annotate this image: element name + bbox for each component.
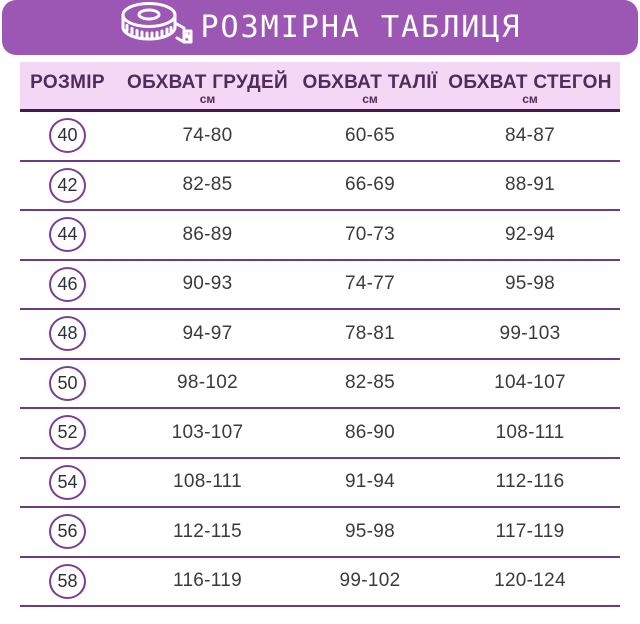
column-header: ОБХВАТ ТАЛІЇ см	[300, 62, 440, 109]
size-cell: 44	[20, 217, 115, 253]
hips-value: 95-98	[504, 273, 556, 295]
size-badge: 58	[49, 563, 86, 599]
chest-value: 108-111	[172, 471, 242, 493]
chest-value: 82-85	[182, 174, 233, 196]
chest-value: 98-102	[177, 372, 238, 394]
size-badge: 46	[49, 266, 86, 302]
size-table-header: РОЗМІР ОБХВАТ ГРУДЕЙ см ОБХВАТ ТАЛІЇ см ОБХВА…	[20, 62, 620, 112]
waist-value: 86-90	[344, 421, 396, 443]
size-cell: 48	[20, 316, 115, 352]
size-badge: 54	[49, 464, 86, 500]
table-row: 46 90-93 74-77 95-98	[20, 260, 620, 310]
table-row: 56 112-115 95-98 117-119	[20, 508, 620, 558]
table-row: 58 116-119 99-102 120-124	[20, 557, 620, 607]
table-row: 54 108-111 91-94 112-116	[20, 458, 620, 508]
size-cell: 42	[20, 167, 115, 203]
size-cell: 54	[20, 464, 115, 500]
waist-value: 95-98	[344, 520, 396, 542]
size-badge: 44	[49, 217, 86, 253]
page-title: РОЗМІРНА ТАБЛИЦЯ	[200, 10, 522, 45]
hips-value: 117-119	[495, 520, 565, 542]
table-row: 44 86-89 70-73 92-94	[20, 211, 620, 261]
table-row: 48 94-97 78-81 99-103	[20, 310, 620, 360]
chest-value: 86-89	[182, 223, 233, 245]
hips-value: 112-116	[495, 471, 565, 493]
column-header: ОБХВАТ ГРУДЕЙ см	[115, 62, 300, 109]
hips-value: 88-91	[504, 174, 556, 196]
column-header-label: ОБХВАТ ТАЛІЇ	[302, 72, 438, 93]
waist-value: 60-65	[344, 124, 396, 146]
chest-value: 103-107	[171, 421, 244, 443]
size-badge: 56	[49, 514, 86, 550]
table-row: 50 98-102 82-85 104-107	[20, 359, 620, 409]
size-cell: 56	[20, 514, 115, 550]
size-badge: 42	[49, 167, 86, 203]
hips-value: 99-103	[499, 322, 561, 344]
hips-value: 104-107	[494, 372, 566, 394]
table-row: 42 82-85 66-69 88-91	[20, 161, 620, 211]
hips-value: 120-124	[494, 570, 566, 592]
waist-value: 66-69	[344, 174, 396, 196]
size-badge: 40	[49, 118, 86, 154]
size-cell: 40	[20, 118, 115, 154]
chest-value: 94-97	[182, 322, 233, 344]
size-cell: 52	[20, 415, 115, 451]
chest-value: 116-119	[172, 570, 242, 592]
size-chart-banner: РОЗМІРНА ТАБЛИЦЯ	[2, 0, 638, 55]
table-row: 40 74-80 60-65 84-87	[20, 112, 620, 162]
size-table-body: 40 74-80 60-65 84-87 42 82-85 66-69 88-91 44 86-8…	[20, 112, 620, 607]
waist-value: 78-81	[344, 322, 396, 344]
column-header: ОБХВАТ СТЕГОН см	[440, 62, 620, 109]
size-badge: 50	[49, 365, 86, 401]
column-header-unit: см	[522, 92, 538, 106]
waist-value: 70-73	[344, 223, 396, 245]
size-cell: 58	[20, 563, 115, 599]
column-header-label: ОБХВАТ ГРУДЕЙ	[127, 72, 288, 93]
column-header-label: РОЗМІР	[30, 72, 105, 93]
hips-value: 108-111	[495, 421, 565, 443]
waist-value: 82-85	[344, 372, 396, 394]
column-header-unit: см	[199, 92, 216, 106]
column-header-label: ОБХВАТ СТЕГОН	[448, 72, 612, 93]
table-row: 52 103-107 86-90 108-111	[20, 409, 620, 459]
size-cell: 46	[20, 266, 115, 302]
size-table: РОЗМІР ОБХВАТ ГРУДЕЙ см ОБХВАТ ТАЛІЇ см ОБХВА…	[20, 62, 620, 607]
chest-value: 74-80	[182, 124, 233, 146]
column-header: РОЗМІР	[20, 62, 115, 109]
column-header-unit: см	[362, 92, 378, 106]
waist-value: 74-77	[344, 273, 396, 295]
chest-value: 90-93	[182, 273, 233, 295]
hips-value: 84-87	[504, 124, 556, 146]
size-badge: 52	[49, 415, 86, 451]
waist-value: 99-102	[339, 570, 401, 592]
hips-value: 92-94	[504, 223, 556, 245]
size-badge: 48	[49, 316, 86, 352]
waist-value: 91-94	[344, 471, 396, 493]
chest-value: 112-115	[172, 520, 242, 542]
size-cell: 50	[20, 365, 115, 401]
measuring-tape-icon	[119, 1, 195, 56]
